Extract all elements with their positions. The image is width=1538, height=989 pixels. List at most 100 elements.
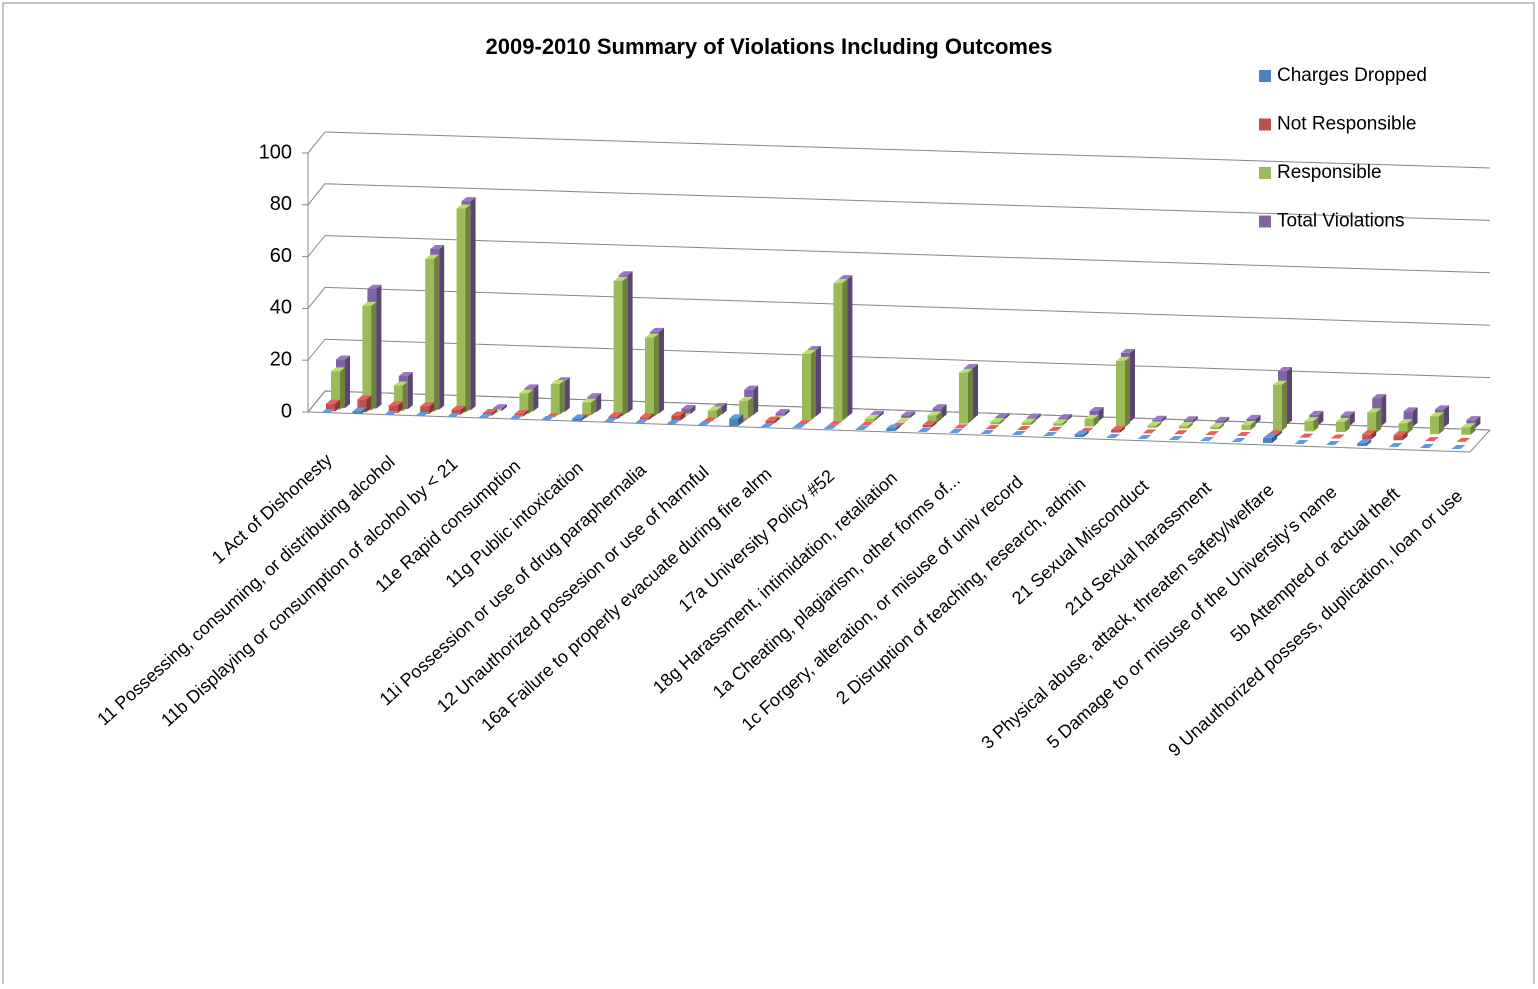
bar-side [397, 401, 403, 414]
bar-top [1074, 430, 1089, 435]
bar-top [357, 395, 372, 400]
bar-top [1048, 426, 1063, 431]
bar-top [420, 402, 435, 407]
bar-side [716, 406, 722, 419]
bar-top [838, 275, 853, 280]
bar-side [371, 301, 377, 411]
bar-side [407, 371, 413, 410]
bar-top [802, 349, 816, 354]
bar-side [1475, 416, 1481, 428]
bar-top [398, 371, 413, 376]
bar-top [1456, 437, 1471, 442]
bar-top [1461, 423, 1476, 428]
bar-side [1062, 419, 1068, 426]
bar-top [1011, 431, 1026, 435]
bar-side [581, 414, 587, 421]
bar-top [1205, 431, 1220, 436]
bar-top [1016, 426, 1031, 431]
bar-side [596, 393, 602, 413]
bar-front [425, 258, 435, 412]
bar-top [739, 396, 754, 401]
bar-top [917, 428, 932, 432]
bar-top [1084, 414, 1099, 419]
bar-top [514, 409, 529, 414]
bar-front [922, 424, 932, 428]
bar-top [1200, 437, 1215, 441]
bar-front [901, 415, 911, 418]
bar-top [1178, 422, 1193, 427]
bar-top [859, 421, 874, 426]
bar-top [807, 345, 821, 350]
bar-front [1178, 426, 1188, 429]
bar-top [1273, 380, 1287, 385]
bar-top [1335, 417, 1350, 422]
bar-side [811, 349, 816, 421]
bar-front [388, 405, 398, 414]
bar-side [617, 412, 623, 419]
bar-side [1030, 418, 1036, 426]
bar-top [613, 276, 628, 281]
bar-front [362, 305, 372, 411]
bar-top [1451, 445, 1466, 449]
bar-top [1210, 422, 1225, 427]
bar-top [1425, 437, 1439, 442]
bar-top [922, 420, 937, 425]
bar-side [680, 411, 686, 421]
bar-top [1058, 414, 1073, 419]
bar-side [1130, 348, 1135, 422]
bar-top [388, 401, 403, 406]
bar-side [465, 204, 471, 413]
bar-top [1168, 436, 1183, 440]
bar-top [707, 406, 722, 411]
bar-side [1412, 407, 1418, 427]
bar-top [1388, 443, 1403, 447]
bar-top [1147, 421, 1162, 426]
bar-side [1318, 410, 1324, 426]
bar-side [1125, 356, 1130, 428]
bar-front [519, 393, 529, 414]
grid-line [307, 235, 1491, 274]
bar-top [1173, 430, 1188, 435]
bar-top [1309, 410, 1324, 415]
bar-top [582, 398, 597, 403]
bar-side [361, 407, 367, 414]
bar-side [559, 379, 565, 415]
bar-top [483, 409, 497, 414]
bar-side [1313, 417, 1319, 432]
bar-front [1398, 423, 1408, 434]
bar-top [336, 355, 350, 360]
bar-top [1021, 418, 1036, 423]
bar-side [1287, 366, 1292, 425]
floor-front [307, 411, 1491, 453]
bar-side [895, 424, 901, 431]
bar-side [335, 399, 340, 412]
bar-top [869, 410, 884, 415]
grid-line [307, 183, 1491, 221]
bar-side [434, 254, 440, 412]
legend-swatch [1259, 70, 1271, 82]
bar-top [1403, 407, 1418, 412]
bar-top [828, 420, 843, 425]
grid-line [307, 286, 1491, 326]
bar-top [572, 414, 587, 419]
bar-front [927, 415, 937, 423]
bar-top [1053, 419, 1068, 424]
bar-front [681, 408, 691, 415]
bar-front [331, 371, 340, 410]
bar-top [1263, 433, 1277, 438]
bar-top [697, 421, 712, 425]
bar-top [367, 284, 382, 289]
bar-top [896, 418, 911, 423]
bar-top [1357, 439, 1372, 444]
bar-side [847, 275, 853, 417]
bar-top [587, 393, 602, 398]
bar-side [523, 409, 529, 417]
bar-side [1161, 415, 1167, 423]
bar-front [1403, 411, 1413, 427]
bar-top [1152, 415, 1167, 420]
bar-side [1004, 413, 1010, 420]
legend-swatch [1259, 167, 1271, 179]
bar-side [470, 197, 476, 411]
